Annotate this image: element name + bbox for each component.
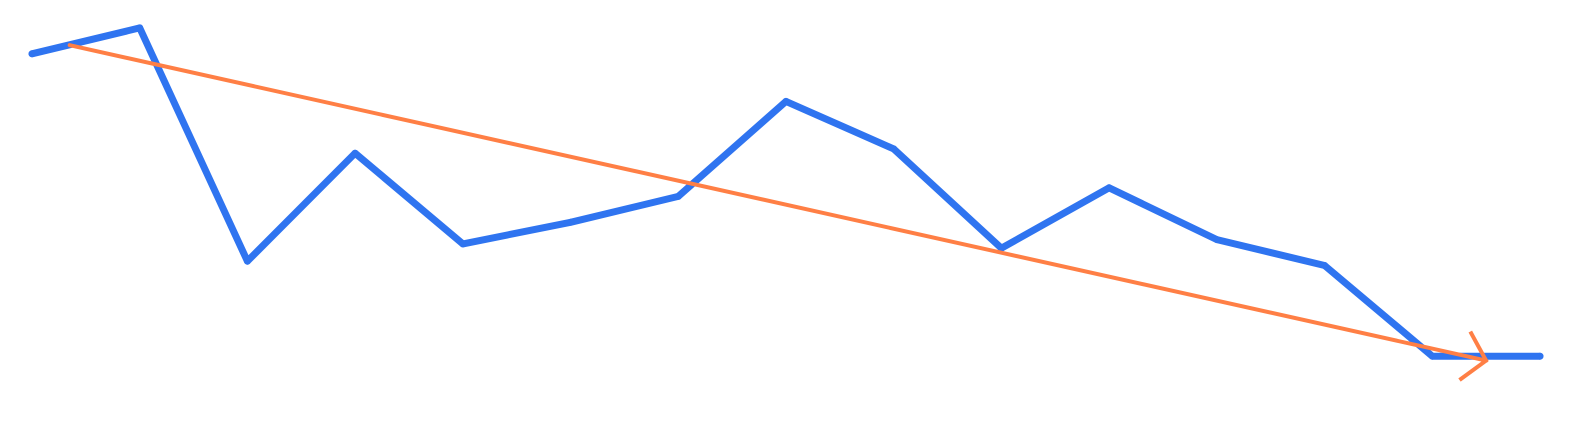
data-point-0 — [28, 50, 36, 58]
data-point-12 — [1321, 262, 1329, 269]
data-point-3 — [351, 149, 359, 157]
data-point-13 — [1428, 352, 1436, 360]
data-point-9 — [997, 244, 1005, 252]
points-layer — [28, 24, 1544, 360]
data-point-4 — [459, 240, 467, 248]
series-layer — [28, 24, 1544, 360]
data-point-5 — [567, 218, 575, 226]
data-point-7 — [782, 97, 790, 105]
data-point-14 — [1536, 352, 1544, 360]
trend-arrow-line — [67, 43, 1489, 363]
data-point-6 — [674, 192, 682, 200]
data-point-11 — [1213, 236, 1221, 244]
trend-arrow-head — [1458, 330, 1489, 382]
data-point-8 — [890, 145, 898, 153]
series-line-0 — [28, 24, 1544, 360]
data-point-10 — [1105, 184, 1113, 192]
trend-layer — [67, 43, 1489, 382]
data-point-1 — [136, 24, 144, 32]
data-point-2 — [243, 257, 251, 265]
